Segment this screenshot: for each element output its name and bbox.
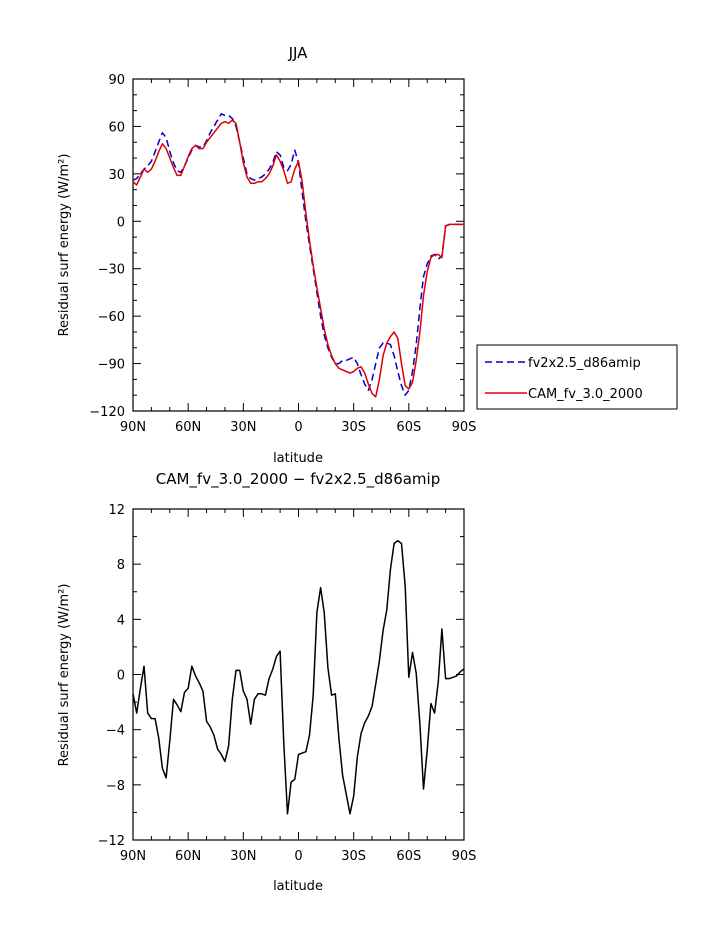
top-ytick-label-0: 90 xyxy=(108,73,125,88)
bottom-chart: CAM_fv_3.0_2000 − fv2x2.5_d86amip 12 8 4 0 −… xyxy=(57,470,476,894)
top-ytick-label-7: −120 xyxy=(89,405,125,420)
top-ytick-label-3: 0 xyxy=(117,215,125,230)
bottom-ytick-label-3: 0 xyxy=(117,669,125,684)
bottom-xtick-label-3: 0 xyxy=(294,849,302,864)
legend-label-fv2x2.5: fv2x2.5_d86amip xyxy=(528,356,641,371)
top-xtick-label-4: 30S xyxy=(341,420,366,435)
top-ytick-label-2: 30 xyxy=(108,168,125,183)
top-series-line-1 xyxy=(132,119,464,398)
bottom-xtick-label-5: 60S xyxy=(396,849,421,864)
top-chart-title: JJA xyxy=(288,44,309,62)
top-xtick-label-2: 30N xyxy=(230,420,256,435)
bottom-plot-frame xyxy=(132,508,465,841)
top-series-line-0 xyxy=(132,113,464,396)
top-xtick-label-0: 90N xyxy=(120,420,146,435)
top-chart: JJA 90 60 30 0 −30 −60 −90 −120 90N 60N 30N 0 30S 60… xyxy=(57,44,678,466)
bottom-chart-title: CAM_fv_3.0_2000 − fv2x2.5_d86amip xyxy=(156,470,441,489)
bottom-x-axis-label: latitude xyxy=(273,879,323,894)
bottom-y-axis: 12 8 4 0 −4 −8 −12 xyxy=(98,503,464,849)
bottom-ytick-label-6: −12 xyxy=(98,834,125,849)
bottom-y-axis-label: Residual surf energy (W/m²) xyxy=(57,584,72,767)
bottom-ytick-label-5: −8 xyxy=(106,779,125,794)
top-xtick-label-1: 60N xyxy=(175,420,201,435)
bottom-ytick-label-4: −4 xyxy=(106,724,125,739)
legend-label-cam: CAM_fv_3.0_2000 xyxy=(528,387,643,402)
legend: fv2x2.5_d86amip CAM_fv_3.0_2000 xyxy=(476,344,678,410)
top-series-group xyxy=(132,113,464,398)
top-x-axis-label: latitude xyxy=(273,451,323,466)
bottom-series-line-0 xyxy=(132,539,465,815)
bottom-xtick-label-4: 30S xyxy=(341,849,366,864)
bottom-xtick-label-2: 30N xyxy=(230,849,256,864)
top-ytick-label-5: −60 xyxy=(98,310,125,325)
top-ytick-label-4: −30 xyxy=(98,263,125,278)
legend-box xyxy=(476,344,678,410)
top-ytick-label-1: 60 xyxy=(108,120,125,135)
bottom-xtick-label-1: 60N xyxy=(175,849,201,864)
bottom-xtick-label-6: 90S xyxy=(452,849,477,864)
top-xtick-label-5: 60S xyxy=(396,420,421,435)
bottom-ytick-label-0: 12 xyxy=(108,503,125,518)
top-x-axis: 90N 60N 30N 0 30S 60S 90S xyxy=(120,79,477,435)
bottom-ytick-label-1: 8 xyxy=(117,558,125,573)
bottom-ytick-label-2: 4 xyxy=(117,613,125,628)
top-y-axis-label: Residual surf energy (W/m²) xyxy=(57,154,72,337)
bottom-series-group xyxy=(132,539,465,815)
top-y-axis: 90 60 30 0 −30 −60 −90 −120 xyxy=(89,73,464,420)
top-xtick-label-6: 90S xyxy=(452,420,477,435)
top-xtick-label-3: 0 xyxy=(294,420,302,435)
top-ytick-label-6: −90 xyxy=(98,358,125,373)
bottom-xtick-label-0: 90N xyxy=(120,849,146,864)
bottom-x-axis: 90N 60N 30N 0 30S 60S 90S xyxy=(120,509,477,864)
